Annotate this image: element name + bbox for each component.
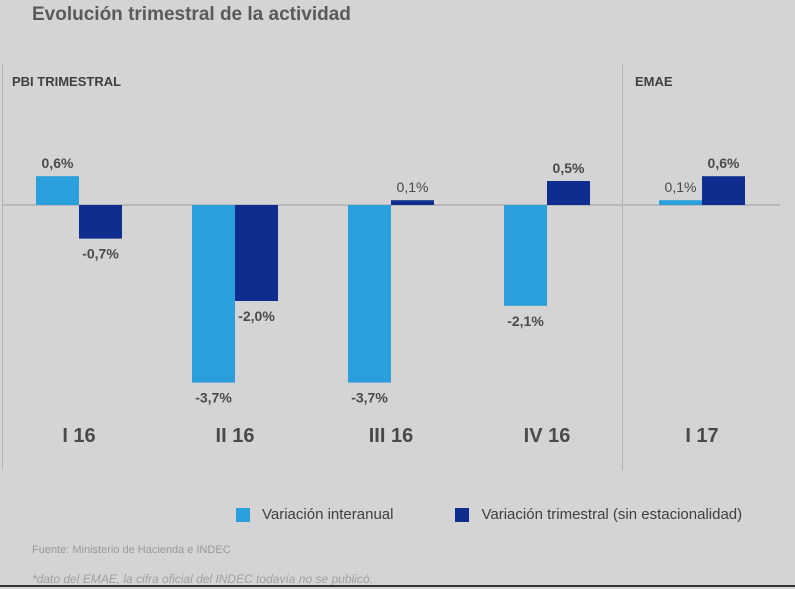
bar-trimestral	[702, 176, 745, 205]
legend-swatch-trimestral	[455, 507, 470, 522]
legend-label-trimestral: Variación trimestral (sin estacionalidad…	[481, 506, 743, 523]
bar-interanual	[348, 205, 391, 383]
bar-interanual	[504, 205, 547, 306]
category-label: I 16	[62, 425, 95, 447]
bar-interanual	[192, 205, 235, 383]
data-label: -2,1%	[507, 313, 544, 329]
footnote-text: *dato del EMAE, la cifra oficial del IND…	[32, 572, 373, 586]
data-label: 0,5%	[553, 160, 585, 176]
category-label: IV 16	[524, 425, 571, 447]
bottom-border-line	[0, 585, 795, 587]
source-text: Fuente: Ministerio de Hacienda e INDEC	[32, 544, 231, 556]
data-label: -2,0%	[238, 308, 275, 324]
legend: Variación interanual Variación trimestra…	[236, 506, 742, 523]
section-divider	[622, 64, 623, 470]
legend-label-interanual: Variación interanual	[262, 506, 394, 523]
category-label: I 17	[685, 425, 718, 447]
bar-trimestral	[391, 200, 434, 205]
bar-interanual	[659, 200, 702, 205]
section-label-pbi: PBI TRIMESTRAL	[12, 74, 122, 89]
category-label: III 16	[369, 425, 413, 447]
data-label: -3,7%	[351, 390, 388, 406]
data-label: 0,1%	[665, 179, 697, 195]
legend-swatch-interanual	[236, 507, 250, 522]
section-label-emae: EMAE	[635, 74, 673, 89]
data-label: -0,7%	[82, 246, 119, 262]
bar-trimestral	[547, 181, 590, 205]
data-label: 0,6%	[42, 155, 74, 171]
data-label: -3,7%	[195, 390, 232, 406]
data-label: 0,6%	[708, 155, 740, 171]
bar-trimestral	[235, 205, 278, 301]
bar-chart: 0,6% -0,7% I 16 -3,7% -2,0% II 16 -3,7% 0,1% III…	[3, 155, 780, 447]
data-label: 0,1%	[397, 179, 429, 195]
left-border-line	[2, 64, 3, 470]
category-label: II 16	[216, 425, 255, 447]
bar-trimestral	[79, 205, 122, 239]
bar-interanual	[36, 176, 79, 205]
chart-title: Evolución trimestral de la actividad	[32, 4, 351, 25]
